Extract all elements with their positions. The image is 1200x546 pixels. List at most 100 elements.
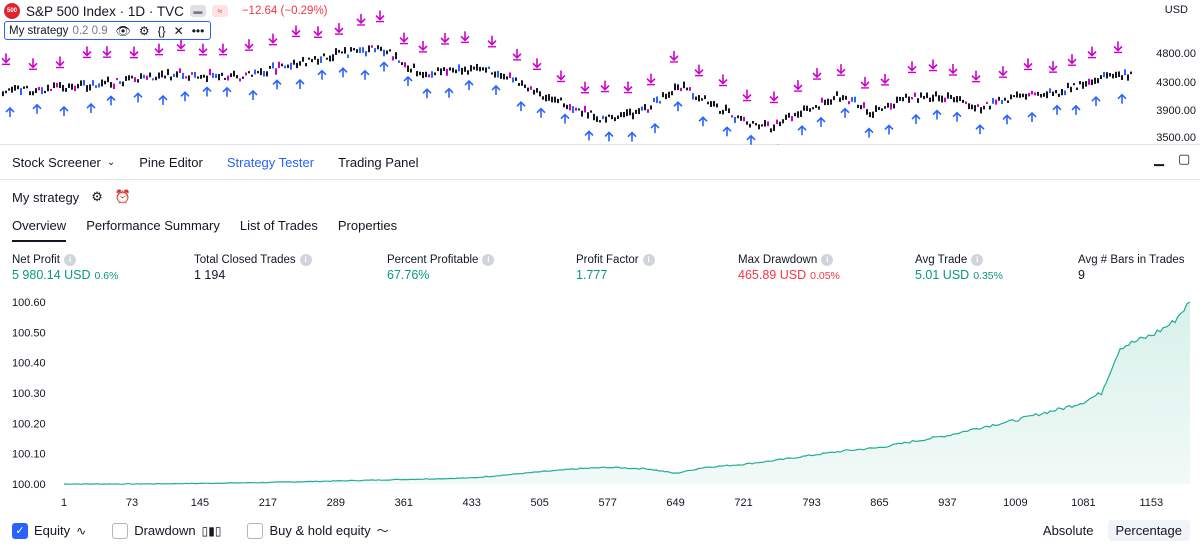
tab-performance-summary[interactable]: Performance Summary	[86, 218, 220, 233]
price-candle	[116, 78, 118, 81]
price-candle	[254, 69, 256, 75]
study-name[interactable]: My strategy	[9, 24, 69, 37]
sell-arrow-icon	[334, 23, 344, 35]
maximize-panel-icon[interactable]: ▢	[1178, 151, 1191, 166]
price-candle	[614, 117, 616, 122]
price-candle	[413, 63, 415, 69]
sell-arrow-icon	[154, 43, 164, 56]
buy-arrow-icon	[272, 79, 282, 90]
price-candle	[632, 112, 634, 120]
price-candle	[917, 98, 919, 103]
price-candle	[692, 93, 694, 100]
symbol-title[interactable]: S&P 500 Index · 1D · TVC	[26, 3, 184, 19]
area-chart-icon: ∿	[76, 523, 87, 538]
price-chart-canvas[interactable]	[0, 0, 1160, 145]
y-tick-label: 100.20	[12, 418, 46, 430]
gear-icon[interactable]: ⚙	[138, 23, 150, 38]
equity-checkbox[interactable]: ✓	[12, 522, 28, 539]
info-icon[interactable]: i	[821, 253, 834, 266]
currency-label[interactable]: USD	[1164, 4, 1188, 16]
price-candle	[953, 97, 955, 103]
price-candle	[470, 65, 472, 72]
price-candle	[803, 105, 805, 111]
price-candle	[779, 121, 781, 127]
price-candle	[389, 49, 391, 52]
price-candle	[203, 74, 205, 78]
price-candle	[434, 72, 436, 76]
price-candle	[569, 104, 571, 111]
price-candle	[881, 108, 883, 111]
price-candle	[938, 95, 940, 102]
price-candle	[458, 64, 460, 72]
tab-trading-panel[interactable]: Trading Panel	[326, 146, 430, 180]
price-candle	[125, 76, 127, 81]
study-legend[interactable]: My strategy 0.2 0.9 👁 ⚙ {} ✕ •••	[4, 21, 212, 40]
info-icon[interactable]: i	[971, 253, 984, 266]
percentage-button[interactable]: Percentage	[1107, 520, 1190, 541]
price-candle	[686, 87, 688, 91]
price-candle	[71, 83, 73, 90]
price-candle	[869, 112, 871, 118]
price-candle	[644, 104, 646, 111]
settings-gear-icon[interactable]: ⚙	[91, 189, 103, 204]
y-tick-label: 100.60	[12, 297, 46, 309]
price-candle	[932, 94, 934, 102]
price-candle	[158, 72, 160, 79]
price-candle	[341, 51, 343, 54]
minimize-panel-icon[interactable]: ▁	[1154, 151, 1164, 166]
info-icon[interactable]: i	[299, 253, 312, 266]
price-candle	[302, 56, 304, 62]
price-candle	[326, 57, 328, 60]
price-candle	[1001, 99, 1003, 105]
tab-pine-editor[interactable]: Pine Editor	[127, 146, 215, 180]
source-code-icon[interactable]: {}	[157, 23, 166, 38]
minimize-icon[interactable]: ▬	[189, 5, 206, 17]
buy-arrow-icon	[1117, 93, 1127, 104]
info-icon[interactable]: i	[482, 253, 495, 266]
legend-drawdown[interactable]: Drawdown ▯▮▯	[112, 522, 221, 539]
chevron-down-icon[interactable]: ⌄	[106, 157, 116, 168]
close-icon[interactable]: ✕	[173, 23, 184, 38]
price-candle	[278, 61, 280, 69]
price-candle	[377, 45, 379, 50]
eye-icon[interactable]: 👁	[115, 23, 131, 38]
price-candle	[47, 84, 49, 92]
price-candle	[140, 73, 142, 79]
metric-label: Total Closed Trades	[194, 253, 296, 266]
tab-stock-screener[interactable]: Stock Screener ⌄	[0, 146, 127, 180]
price-candle	[677, 84, 679, 91]
price-candle	[56, 82, 58, 88]
price-candle	[590, 110, 592, 113]
price-candle	[488, 66, 490, 69]
x-tick-label: 1	[61, 497, 67, 509]
info-icon[interactable]: i	[642, 253, 655, 266]
legend-equity[interactable]: ✓ Equity ∿	[12, 522, 87, 539]
price-candle	[593, 113, 595, 121]
legend-label: Equity	[34, 523, 71, 538]
price-candle	[386, 50, 388, 55]
price-chart-pane[interactable]: 500 S&P 500 Index · 1D · TVC ▬ ≈ −12.64 …	[0, 0, 1200, 145]
absolute-button[interactable]: Absolute	[1042, 523, 1094, 538]
legend-buy-hold[interactable]: Buy & hold equity 〜	[247, 522, 389, 539]
tab-properties[interactable]: Properties	[337, 218, 398, 233]
price-candle	[200, 74, 202, 79]
price-candle	[950, 94, 952, 99]
equity-chart[interactable]: 100.00 100.10 100.20 100.30 100.40 100.50 100.…	[0, 290, 1200, 514]
metric-total-closed-trades: Total Closed Trades i 1 194	[194, 252, 312, 282]
sell-arrow-icon	[268, 33, 278, 46]
tab-list-of-trades[interactable]: List of Trades	[239, 218, 318, 233]
price-candle	[623, 111, 625, 118]
price-candle	[374, 48, 376, 53]
alarm-icon[interactable]: ⏰	[114, 189, 132, 204]
info-icon[interactable]: i	[63, 253, 76, 266]
buy-hold-checkbox[interactable]	[247, 522, 264, 539]
more-icon[interactable]: •••	[191, 23, 205, 38]
line-chart-icon: 〜	[376, 524, 389, 538]
price-candle	[395, 52, 397, 60]
tab-strategy-tester[interactable]: Strategy Tester	[215, 146, 326, 180]
price-candle	[17, 85, 19, 90]
sell-arrow-icon	[82, 46, 92, 59]
tab-overview[interactable]: Overview	[12, 216, 67, 242]
wave-icon[interactable]: ≈	[211, 5, 228, 17]
drawdown-checkbox[interactable]	[112, 522, 129, 539]
